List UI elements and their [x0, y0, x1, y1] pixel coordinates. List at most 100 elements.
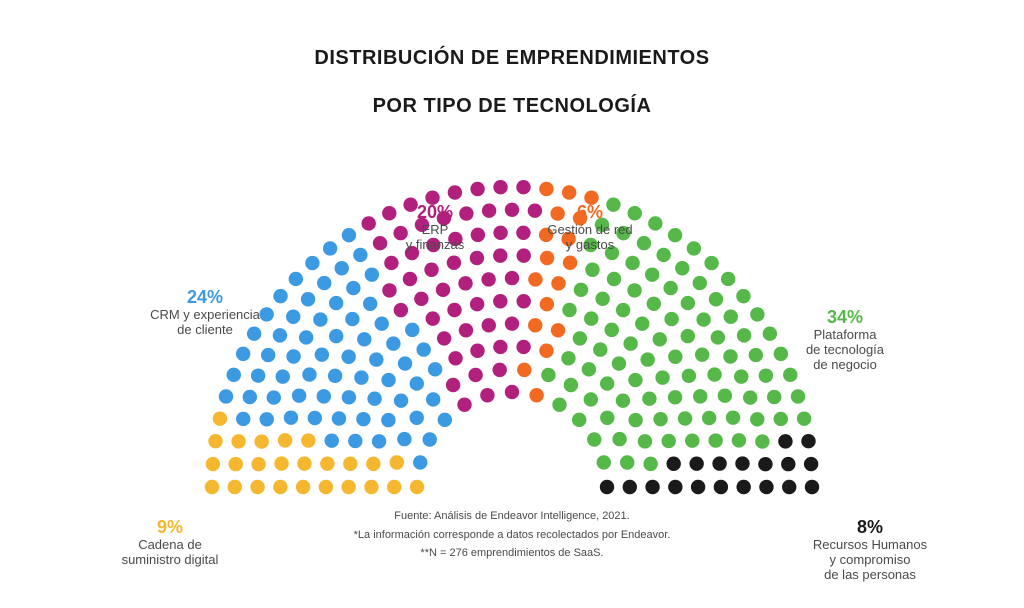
seat-dot	[417, 342, 431, 356]
seat-dot	[607, 272, 621, 286]
seat-dot	[612, 432, 626, 446]
seat-dot	[704, 256, 718, 270]
seat-dot	[363, 297, 377, 311]
seat-dot	[301, 292, 315, 306]
seat-dot	[341, 350, 355, 364]
seat-dot	[470, 182, 484, 196]
seat-dot	[695, 347, 709, 361]
seat-dot	[516, 340, 530, 354]
seat-dot	[718, 388, 732, 402]
seat-dot	[426, 311, 440, 325]
seat-dot	[323, 241, 337, 255]
seat-dot	[260, 412, 274, 426]
seat-dot	[251, 457, 265, 471]
seat-dot	[437, 331, 451, 345]
seat-dot	[284, 410, 298, 424]
seat-dot	[361, 216, 375, 230]
seat-dot	[413, 455, 427, 469]
seat-dot	[721, 272, 735, 286]
seat-dot	[600, 480, 614, 494]
seat-dot	[364, 480, 378, 494]
seat-dot	[587, 432, 601, 446]
seat-dot	[458, 276, 472, 290]
seat-dot	[627, 283, 641, 297]
seat-dot	[250, 480, 264, 494]
seat-dot	[505, 203, 519, 217]
seat-dot	[666, 457, 680, 471]
seat-dot	[778, 434, 792, 448]
seat-dot	[561, 351, 575, 365]
seat-dot	[313, 312, 327, 326]
seat-dot	[447, 303, 461, 317]
seat-dot	[562, 185, 576, 199]
seat-dot	[428, 362, 442, 376]
seat-dot	[702, 411, 716, 425]
seat-dot	[642, 392, 656, 406]
seat-dot	[707, 367, 721, 381]
seat-dot	[563, 256, 577, 270]
seat-dot	[681, 296, 695, 310]
seat-dot	[384, 256, 398, 270]
seat-dot	[301, 433, 315, 447]
seat-dot	[528, 272, 542, 286]
seat-dot	[529, 388, 543, 402]
seat-dot	[726, 410, 740, 424]
seat-dot	[493, 180, 507, 194]
seat-dot	[345, 312, 359, 326]
label-erp: 20% ERP y finanzas	[375, 202, 495, 253]
seat-dot	[585, 263, 599, 277]
seat-dot	[438, 413, 452, 427]
seat-dot	[712, 456, 726, 470]
seat-dot	[732, 433, 746, 447]
seat-dot	[227, 368, 241, 382]
txt-hr: Recursos Humanos y compromiso de las per…	[775, 538, 965, 583]
seat-dot	[410, 376, 424, 390]
seat-dot	[551, 276, 565, 290]
seat-dot	[356, 412, 370, 426]
seat-dot	[315, 347, 329, 361]
seat-dot	[236, 412, 250, 426]
seat-dot	[354, 370, 368, 384]
seat-dot	[804, 457, 818, 471]
seat-dot	[357, 332, 371, 346]
seat-dot	[584, 392, 598, 406]
seat-dot	[305, 256, 319, 270]
seat-dot	[685, 434, 699, 448]
seat-dot	[343, 457, 357, 471]
seat-dot	[693, 276, 707, 290]
seat-dot	[381, 373, 395, 387]
seat-dot	[397, 432, 411, 446]
seat-dot	[208, 434, 222, 448]
seat-dot	[668, 228, 682, 242]
txt-erp: ERP y finanzas	[375, 223, 495, 253]
seat-dot	[628, 373, 642, 387]
seat-dot	[620, 455, 634, 469]
seat-dot	[693, 389, 707, 403]
seat-dot	[353, 248, 367, 262]
seat-dot	[687, 241, 701, 255]
seat-dot	[394, 393, 408, 407]
seat-dot	[623, 480, 637, 494]
seat-dot	[645, 267, 659, 281]
seat-dot	[582, 362, 596, 376]
seat-dot	[459, 323, 473, 337]
seat-dot	[540, 251, 554, 265]
seat-dot	[791, 389, 805, 403]
seat-dot	[734, 369, 748, 383]
label-hr: 8% Recursos Humanos y compromiso de las …	[775, 517, 965, 583]
seat-dot	[470, 344, 484, 358]
seat-dot	[446, 378, 460, 392]
pct-supply: 9%	[100, 517, 240, 538]
seat-dot	[231, 434, 245, 448]
label-platform: 34% Plataforma de tecnología de negocio	[760, 307, 930, 373]
seat-dot	[372, 434, 386, 448]
seat-dot	[387, 480, 401, 494]
seat-dot	[332, 411, 346, 425]
seat-dot	[681, 329, 695, 343]
seat-dot	[278, 433, 292, 447]
seat-dot	[493, 248, 507, 262]
seat-dot	[640, 352, 654, 366]
seat-dot	[668, 390, 682, 404]
seat-dot	[723, 349, 737, 363]
seat-dot	[595, 292, 609, 306]
